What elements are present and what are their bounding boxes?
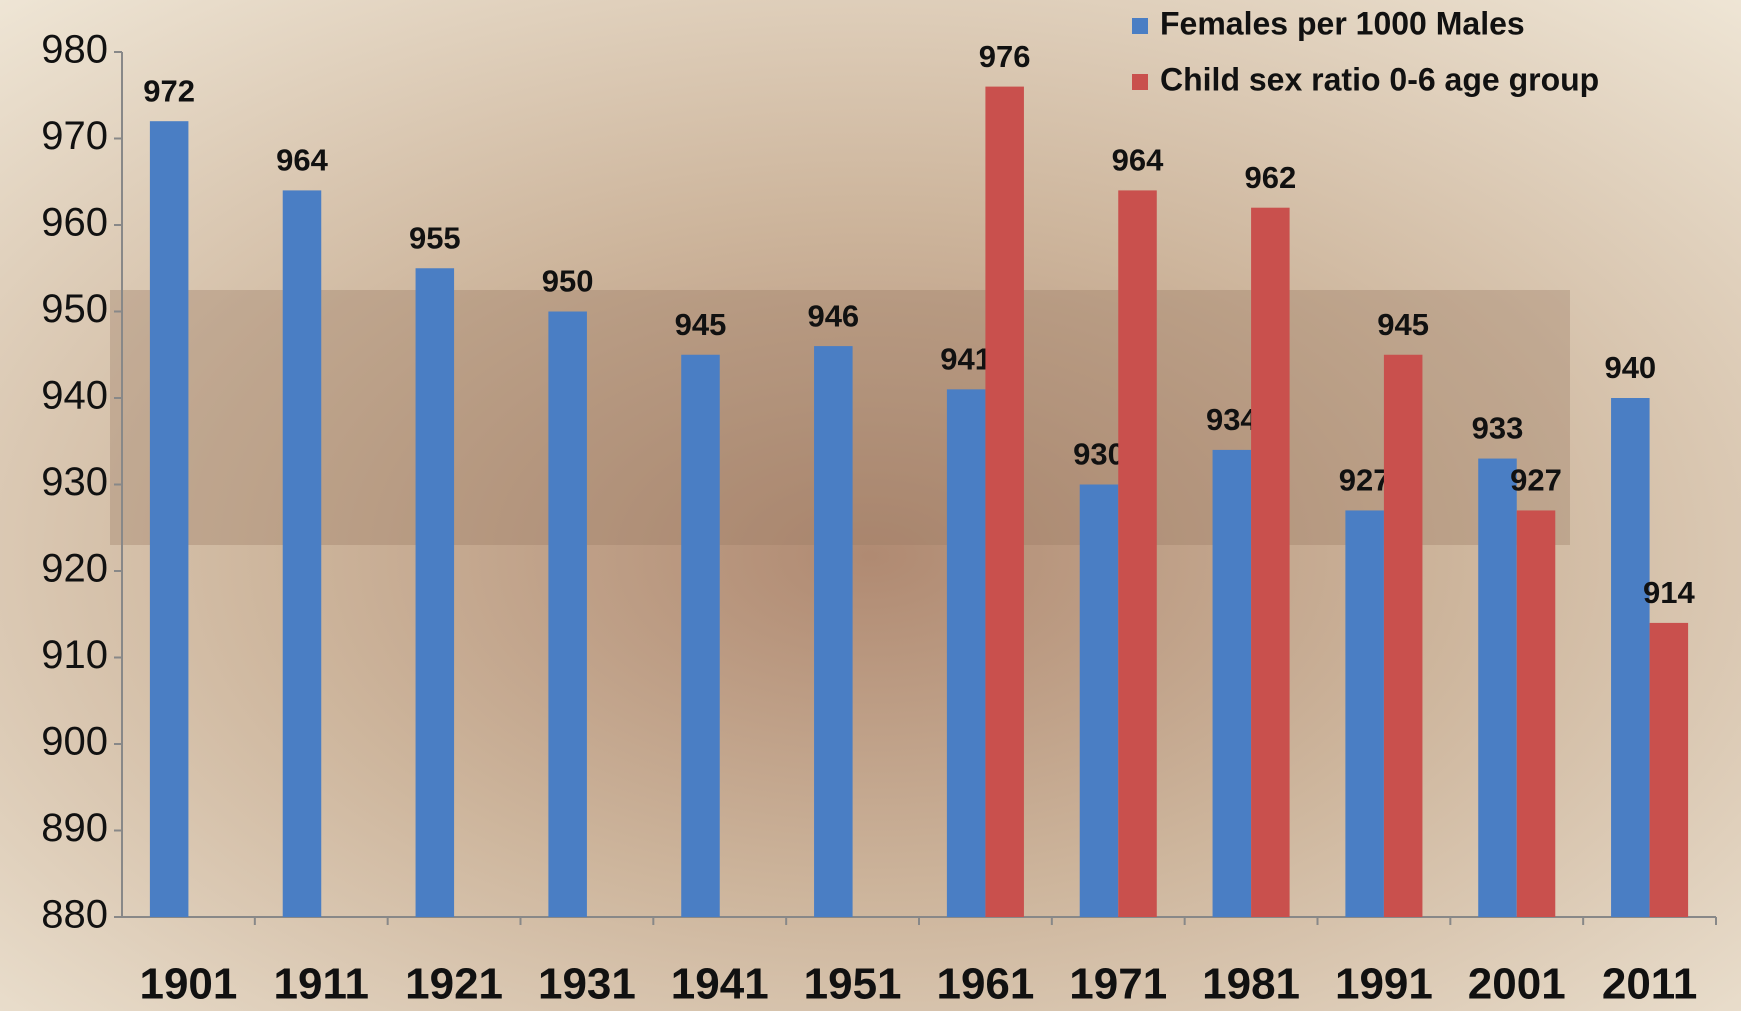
value-label: 940: [1604, 350, 1656, 385]
chart: 880 890 900 910 920 930 940 950 960 970 980 1901 972…: [0, 0, 1741, 1011]
bar: [1118, 190, 1157, 917]
bar: [1478, 459, 1517, 917]
value-label: 914: [1643, 575, 1695, 610]
y-tick-label: 960: [41, 201, 108, 245]
x-tick-label: 2011: [1602, 960, 1697, 1009]
value-label: 927: [1339, 463, 1391, 498]
bar: [1517, 510, 1556, 917]
bar: [283, 190, 322, 917]
bar: [814, 346, 853, 917]
value-label: 950: [542, 264, 594, 299]
y-tick-label: 980: [41, 28, 108, 72]
bar: [548, 312, 587, 918]
x-tick-label: 1921: [405, 960, 503, 1009]
bar: [985, 87, 1024, 917]
y-tick-label: 920: [41, 547, 108, 591]
y-tick-label: 880: [41, 893, 108, 937]
y-tick-label: 940: [41, 374, 108, 418]
bar: [947, 389, 986, 917]
legend-swatch: [1132, 74, 1148, 90]
legend-label: Females per 1000 Males: [1160, 5, 1525, 41]
y-tick-label: 890: [41, 806, 108, 850]
value-label: 964: [1112, 143, 1164, 178]
value-label: 964: [276, 143, 328, 178]
legend-label: Child sex ratio 0-6 age group: [1160, 61, 1599, 97]
bar: [1213, 450, 1252, 917]
x-tick-label: 1961: [936, 960, 1034, 1009]
x-tick-label: 1981: [1202, 960, 1300, 1009]
bar: [681, 355, 720, 917]
legend-swatch: [1132, 18, 1148, 34]
value-label: 927: [1510, 463, 1562, 498]
y-tick-label: 900: [41, 720, 108, 764]
y-tick-label: 930: [41, 460, 108, 504]
value-label: 934: [1206, 402, 1258, 437]
bar: [1345, 510, 1384, 917]
bar: [1611, 398, 1650, 917]
bar: [150, 121, 189, 917]
x-tick-label: 1941: [671, 960, 769, 1009]
y-tick-label: 910: [41, 633, 108, 677]
value-label: 933: [1472, 411, 1524, 446]
value-label: 976: [979, 39, 1031, 74]
x-tick-label: 1951: [804, 960, 902, 1009]
x-tick-label: 1991: [1335, 960, 1433, 1009]
x-tick-label: 1911: [274, 960, 369, 1009]
bar: [1650, 623, 1689, 917]
value-label: 955: [409, 220, 461, 255]
x-tick-label: 1971: [1069, 960, 1167, 1009]
x-tick-label: 2001: [1468, 960, 1566, 1009]
value-label: 962: [1244, 160, 1296, 195]
value-label: 946: [807, 298, 859, 333]
bar: [1251, 208, 1290, 917]
x-tick-label: 1931: [538, 960, 636, 1009]
value-label: 972: [143, 73, 195, 108]
y-tick-label: 970: [41, 114, 108, 158]
value-label: 941: [940, 342, 992, 377]
x-tick-label: 1901: [139, 960, 237, 1009]
bar: [416, 268, 455, 917]
value-label: 945: [1377, 307, 1429, 342]
bar: [1384, 355, 1423, 917]
y-tick-label: 950: [41, 287, 108, 331]
value-label: 945: [675, 307, 727, 342]
value-label: 930: [1073, 437, 1125, 472]
bar: [1080, 485, 1119, 918]
